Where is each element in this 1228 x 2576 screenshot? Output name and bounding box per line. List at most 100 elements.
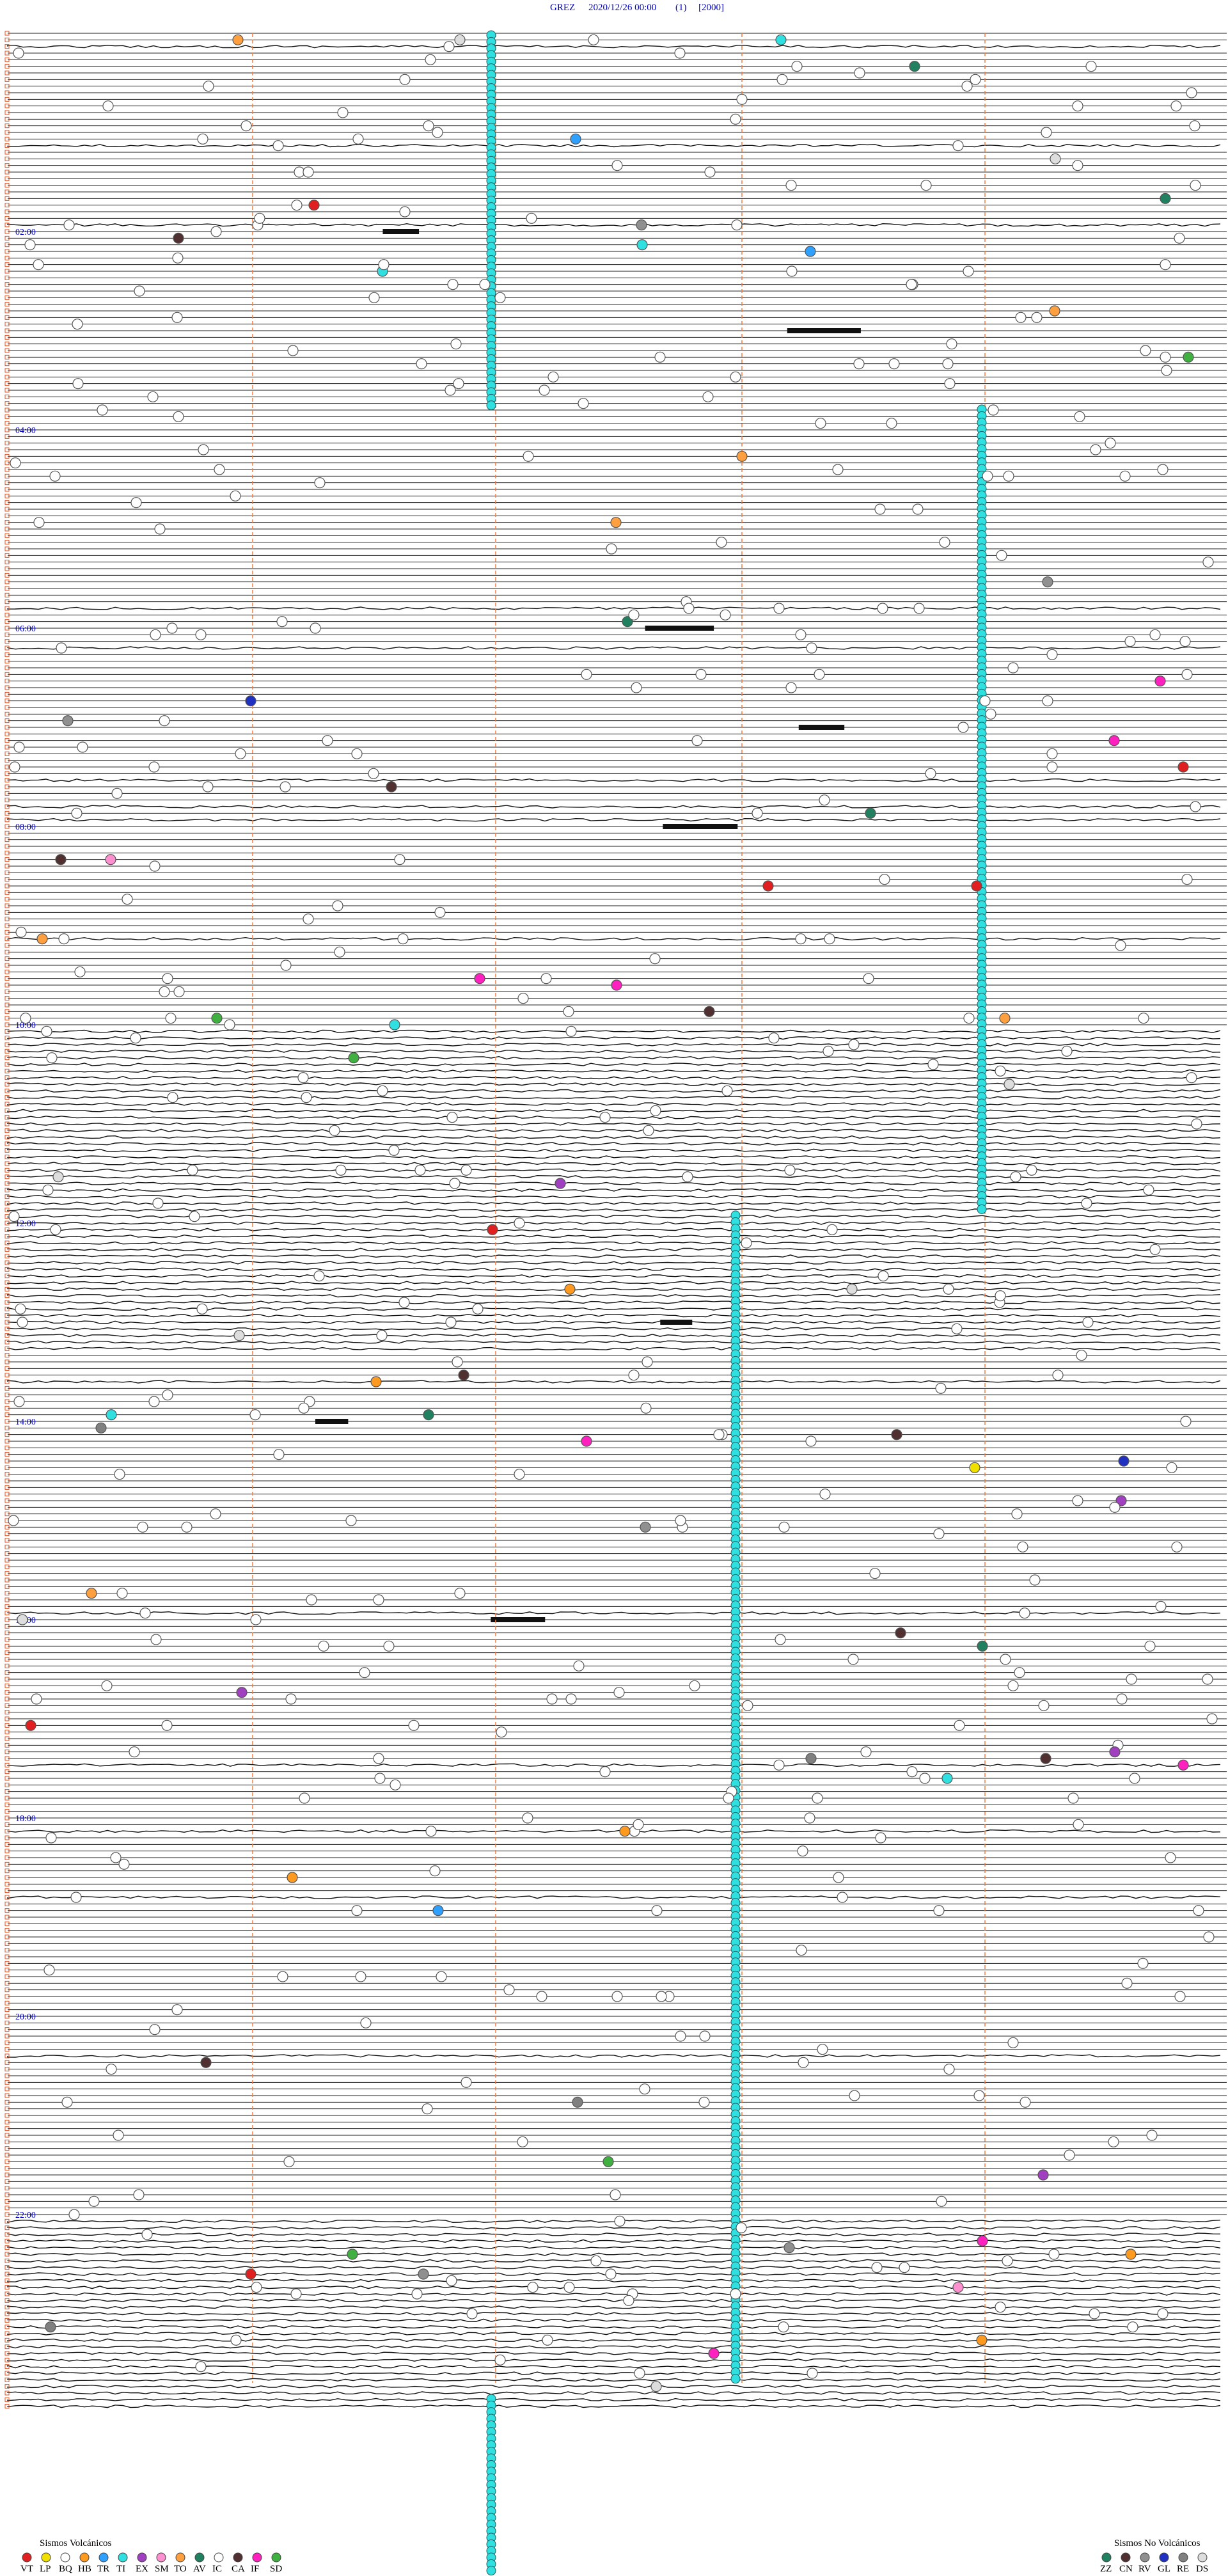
tick — [4, 778, 10, 783]
event-marker — [1177, 761, 1189, 773]
event-marker — [280, 960, 292, 971]
tick — [4, 342, 10, 347]
event-marker — [988, 404, 999, 416]
tick — [4, 1802, 10, 1807]
event-marker — [1076, 1350, 1087, 1361]
event-marker — [995, 2302, 1006, 2313]
tick — [4, 156, 10, 161]
event-marker — [622, 616, 633, 628]
event-marker — [546, 1693, 558, 1705]
tick — [4, 1201, 10, 1206]
legend-swatch — [98, 2552, 109, 2563]
event-marker — [397, 933, 409, 945]
legend-label: CA — [232, 2564, 245, 2574]
event-marker — [373, 1594, 384, 1606]
tick — [4, 758, 10, 763]
event-marker — [376, 1330, 388, 1341]
tick — [4, 2364, 10, 2369]
event-marker — [613, 1687, 625, 1698]
event-marker — [1115, 940, 1126, 951]
hour-label: 08:00 — [15, 823, 36, 832]
event-marker — [1072, 160, 1083, 171]
trace — [7, 1829, 1221, 1833]
trace — [7, 1208, 1221, 1212]
event-marker — [611, 160, 623, 171]
tick — [4, 1095, 10, 1100]
tick — [4, 560, 10, 565]
tick — [4, 467, 10, 472]
legend-swatch — [1121, 2552, 1131, 2563]
burst — [645, 626, 714, 631]
legend-label: TO — [174, 2564, 187, 2574]
event-marker — [388, 1144, 400, 1156]
event-marker — [249, 1409, 261, 1421]
event-marker — [383, 1640, 395, 1652]
tick — [4, 1386, 10, 1391]
trace — [7, 1763, 1221, 1767]
event-marker — [784, 1164, 796, 1176]
tick — [4, 189, 10, 194]
tick — [4, 427, 10, 432]
event-marker — [436, 1971, 447, 1982]
tick — [4, 2238, 10, 2243]
event-marker — [1203, 1931, 1215, 1943]
tick — [4, 910, 10, 915]
event-marker — [298, 1402, 310, 1414]
tick — [4, 2245, 10, 2250]
event-marker — [952, 140, 964, 152]
tick — [4, 1835, 10, 1840]
tick — [4, 890, 10, 895]
event-marker — [129, 1746, 140, 1758]
tick — [4, 2384, 10, 2389]
event-marker — [807, 2367, 818, 2379]
tick — [4, 1631, 10, 1636]
tick — [4, 507, 10, 512]
event-marker — [606, 543, 617, 555]
event-marker — [935, 1382, 947, 1394]
event-marker — [805, 246, 816, 257]
trace — [7, 1181, 1221, 1185]
event-marker — [181, 1521, 193, 1533]
event-marker — [245, 695, 256, 707]
tick — [4, 1730, 10, 1735]
hour-label: 22:00 — [15, 2211, 36, 2220]
trace — [7, 1168, 1221, 1173]
trace — [7, 1347, 1221, 1351]
event-marker — [1049, 305, 1060, 317]
tick — [4, 1742, 10, 1748]
tick — [4, 209, 10, 214]
event-marker — [888, 358, 900, 370]
event-marker — [933, 1905, 945, 1916]
event-marker — [1116, 1693, 1128, 1705]
event-marker — [564, 1283, 576, 1295]
legend-label: GL — [1158, 2564, 1170, 2574]
tick — [4, 2119, 10, 2124]
event-marker — [824, 933, 835, 945]
event-marker — [954, 1719, 965, 1731]
tick — [4, 1888, 10, 1893]
event-marker — [773, 603, 785, 614]
event-marker — [720, 609, 731, 620]
event-marker — [106, 2064, 117, 2075]
event-marker — [332, 900, 343, 912]
tick — [4, 1961, 10, 1966]
event-marker — [642, 1356, 653, 1368]
tick — [4, 473, 10, 478]
tick — [4, 1425, 10, 1430]
trace — [7, 2404, 1221, 2408]
event-marker — [563, 2282, 575, 2293]
event-marker — [359, 1667, 370, 1679]
trace — [7, 1162, 1221, 1166]
event-marker — [636, 239, 648, 251]
legend-swatch — [156, 2552, 166, 2563]
tick — [4, 612, 10, 617]
event-marker — [542, 2334, 553, 2346]
tick — [4, 2073, 10, 2078]
event-marker — [97, 404, 108, 416]
event-marker — [847, 1654, 859, 1665]
event-marker — [1179, 636, 1191, 647]
event-marker — [578, 398, 589, 409]
tick — [4, 599, 10, 604]
trace — [7, 1380, 1221, 1384]
